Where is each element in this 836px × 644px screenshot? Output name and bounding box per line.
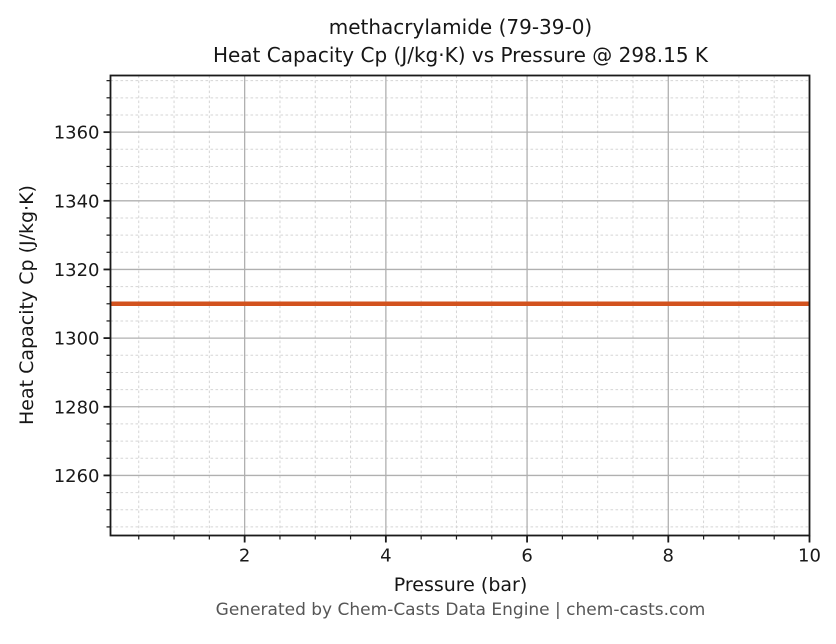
x-tick-label: 2 <box>239 546 250 567</box>
y-tick-label: 1260 <box>54 466 100 487</box>
footer-text: Generated by Chem-Casts Data Engine | ch… <box>215 600 706 620</box>
y-tick-label: 1360 <box>54 123 100 144</box>
x-tick-label: 8 <box>663 546 674 567</box>
y-axis-label: Heat Capacity Cp (J/kg·K) <box>16 185 38 425</box>
y-tick-label: 1300 <box>54 329 100 350</box>
y-tick-label: 1280 <box>54 397 100 418</box>
chart-title-line1: methacrylamide (79-39-0) <box>328 15 593 39</box>
y-tick-label: 1320 <box>54 260 100 281</box>
axes-spines <box>109 74 811 537</box>
chart-title: methacrylamide (79-39-0) Heat Capacity C… <box>111 13 810 69</box>
x-tick-label: 10 <box>798 546 821 567</box>
chart-title-line2: Heat Capacity Cp (J/kg·K) vs Pressure @ … <box>212 43 709 67</box>
x-tick-label: 4 <box>380 546 391 567</box>
x-axis-label: Pressure (bar) <box>393 574 528 596</box>
y-tick-label: 1340 <box>54 191 100 212</box>
x-tick-label: 6 <box>521 546 532 567</box>
